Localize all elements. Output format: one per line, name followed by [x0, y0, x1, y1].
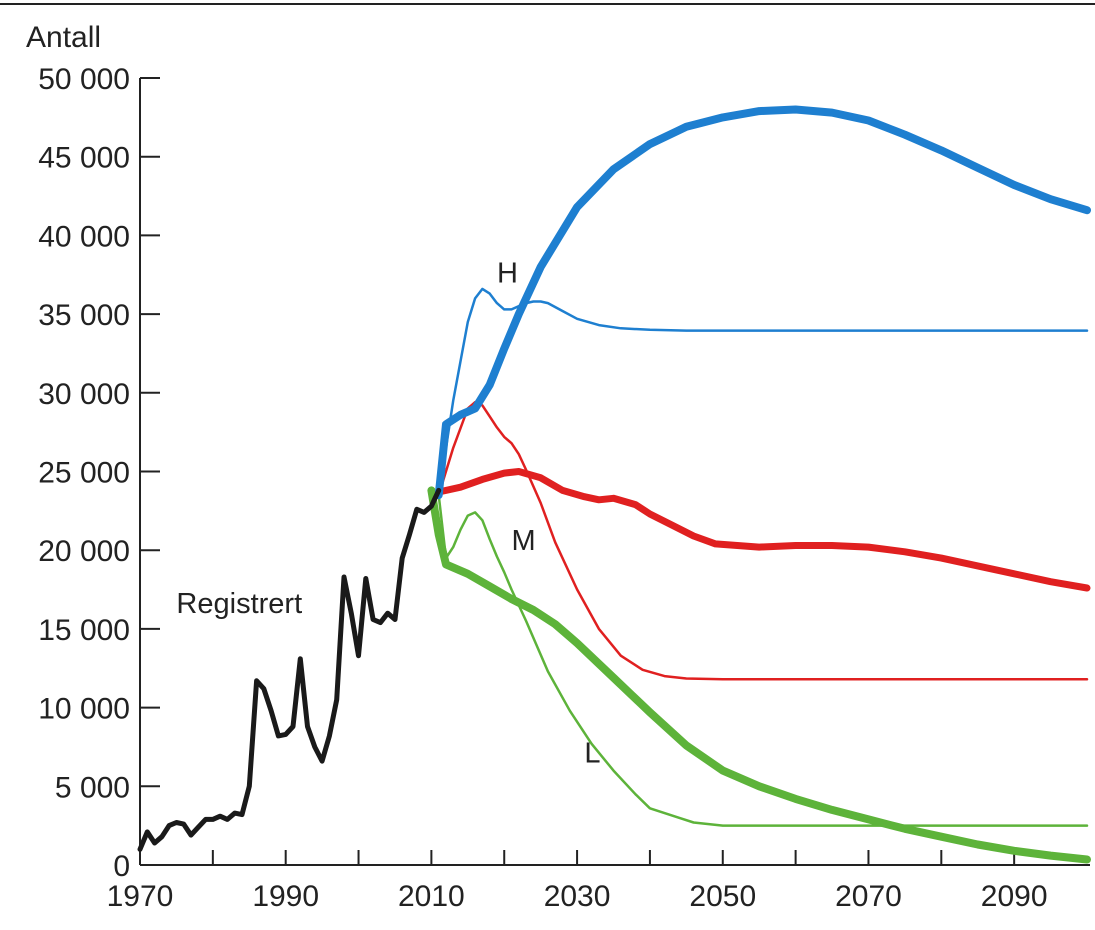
- x-tick-label: 2090: [981, 880, 1048, 913]
- series-line-h-konstant: [439, 289, 1087, 495]
- x-tick-label: 1990: [252, 880, 319, 913]
- x-tick-label: 2050: [689, 880, 756, 913]
- series-line-m-konstant: [439, 402, 1087, 679]
- y-tick-label: 35 000: [38, 299, 130, 332]
- y-tick-label: 15 000: [38, 614, 130, 647]
- x-tick-label: 1970: [107, 880, 174, 913]
- x-axis-ticks: 1970 1990 2010 2030 2050 2070 2090: [107, 850, 1048, 913]
- x-tick-label: 2010: [398, 880, 465, 913]
- y-tick-label: 30 000: [38, 378, 130, 411]
- annotations: Registrert H M L: [176, 258, 600, 770]
- y-tick-label: 40 000: [38, 220, 130, 253]
- x-tick-label: 2070: [835, 880, 902, 913]
- annotation-l: L: [584, 738, 600, 770]
- y-tick-label: 20 000: [38, 535, 130, 568]
- series-line-registrert: [140, 490, 439, 849]
- x-tick-label: 2030: [544, 880, 611, 913]
- annotation-h: H: [497, 258, 518, 290]
- y-tick-label: 25 000: [38, 457, 130, 490]
- series-line-m: [439, 472, 1087, 589]
- annotation-m: M: [512, 525, 536, 557]
- y-axis-title: Antall: [26, 21, 101, 54]
- y-tick-label: 5 000: [55, 771, 130, 804]
- annotation-registrert: Registrert: [176, 588, 302, 620]
- y-tick-label: 0: [113, 850, 130, 883]
- series-lines: [140, 110, 1087, 860]
- y-axis-ticks: 0 5 000 10 000 15 000 20 000 25 000 30 000 35 0…: [38, 63, 160, 883]
- y-tick-label: 50 000: [38, 63, 130, 96]
- y-tick-label: 10 000: [38, 693, 130, 726]
- y-tick-label: 45 000: [38, 142, 130, 175]
